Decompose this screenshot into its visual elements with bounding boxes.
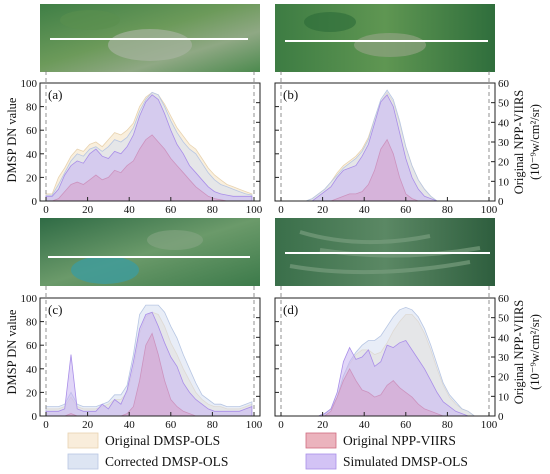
ytick-label-a: 40 (26, 149, 38, 161)
xtick-label-a: 80 (207, 204, 219, 216)
panel-label-a: (a) (48, 87, 62, 102)
xtick-label-a: 40 (124, 204, 136, 216)
legend-label-corrected-dmsp: Corrected DMSP-OLS (105, 454, 228, 469)
panel-label-d: (d) (283, 302, 298, 317)
xtick-label-d: 40 (359, 419, 371, 431)
xtick-label-c: 80 (207, 419, 219, 431)
satellite-image-d (275, 218, 495, 286)
ytick-right-label-d: 60 (498, 293, 510, 305)
xtick-label-b: 60 (400, 204, 412, 216)
ytick-right-label-d: 40 (498, 332, 510, 344)
ytick-right-label-b: 50 (498, 98, 510, 110)
ytick-label-c: 60 (26, 340, 38, 352)
panel-label-c: (c) (48, 302, 62, 317)
ytick-label-c: 100 (21, 293, 38, 305)
xtick-label-c: 60 (165, 419, 177, 431)
chart-panel-a: 0 20 40 60 80 100 0 20 40 60 80 100 (a) (21, 71, 263, 216)
ytick-right-label-b: 20 (498, 157, 510, 169)
legend-label-original-npp: Original NPP-VIIRS (343, 433, 456, 448)
legend-swatch-original-dmsp (67, 432, 99, 449)
xtick-label-c: 0 (43, 419, 49, 431)
panel-label-b: (b) (283, 87, 298, 102)
ytick-right-label-b: 10 (498, 176, 510, 188)
ylabel-top-left: DMSP DN value (5, 97, 19, 182)
ylabel-bottom-right: Original NPP-VIIRS (10⁻⁹w/cm²/sr) (512, 300, 542, 405)
xtick-label-d: 60 (400, 419, 412, 431)
xtick-label-c: 20 (82, 419, 94, 431)
ytick-label-a: 0 (32, 196, 38, 208)
ytick-right-label-d: 0 (498, 411, 504, 423)
ytick-right-label-b: 60 (498, 78, 510, 90)
ytick-right-label-d: 30 (498, 352, 510, 364)
legend-label-original-dmsp: Original DMSP-OLS (105, 433, 220, 448)
ytick-right-label-b: 40 (498, 117, 510, 129)
ytick-label-c: 40 (26, 364, 38, 376)
xtick-label-b: 20 (317, 204, 329, 216)
xtick-label-a: 20 (82, 204, 94, 216)
xtick-label-a: 100 (246, 204, 263, 216)
legend-swatch-corrected-dmsp (67, 453, 99, 470)
ylabel-top-right-title: Original NPP-VIIRS (512, 90, 526, 195)
ytick-label-a: 80 (26, 102, 38, 114)
xtick-label-d: 80 (442, 419, 454, 431)
xtick-label-b: 80 (442, 204, 454, 216)
ytick-right-label-d: 50 (498, 313, 510, 325)
legend: Original DMSP-OLS Original NPP-VIIRS Cor… (67, 432, 468, 470)
ytick-label-a: 60 (26, 125, 38, 137)
xtick-label-b: 100 (481, 204, 498, 216)
xtick-label-d: 100 (481, 419, 498, 431)
xtick-label-b: 0 (278, 204, 284, 216)
xtick-label-c: 100 (246, 419, 263, 431)
legend-label-simulated-dmsp: Simulated DMSP-OLS (343, 454, 468, 469)
satellite-image-b (275, 4, 495, 72)
ytick-right-label-d: 10 (498, 391, 510, 403)
ytick-right-label-d: 20 (498, 372, 510, 384)
legend-swatch-original-npp (305, 432, 337, 449)
satellite-image-c (40, 218, 260, 286)
legend-swatch-simulated-dmsp (305, 453, 337, 470)
xtick-label-d: 20 (317, 419, 329, 431)
area-simulated-dmsp-a (45, 94, 253, 202)
ytick-label-a: 20 (26, 172, 38, 184)
ytick-label-c: 0 (32, 411, 38, 423)
ylabel-top-right-unit: (10⁻⁹w/cm²/sr) (528, 104, 542, 180)
ylabel-top-right: Original NPP-VIIRS (10⁻⁹w/cm²/sr) (512, 90, 542, 195)
ylabel-bottom-right-title: Original NPP-VIIRS (512, 300, 526, 405)
ylabel-bottom-left: DMSP DN value (5, 309, 19, 394)
xtick-label-d: 0 (278, 419, 284, 431)
ylabel-bottom-right-unit: (10⁻⁹w/cm²/sr) (528, 314, 542, 390)
xtick-label-a: 60 (165, 204, 177, 216)
ytick-right-label-b: 30 (498, 137, 510, 149)
area-simulated-dmsp-c (45, 311, 253, 417)
ytick-right-label-b: 0 (498, 196, 504, 208)
ytick-label-a: 100 (21, 78, 38, 90)
area-simulated-dmsp-b (281, 94, 487, 202)
ytick-label-c: 80 (26, 317, 38, 329)
xtick-label-b: 40 (359, 204, 371, 216)
xtick-label-c: 40 (124, 419, 136, 431)
satellite-image-a (40, 4, 260, 72)
ytick-label-c: 20 (26, 387, 38, 399)
xtick-label-a: 0 (43, 204, 49, 216)
chart-panel-c: 0 20 40 60 80 100 0 20 40 60 80 100 (c) (21, 286, 263, 431)
